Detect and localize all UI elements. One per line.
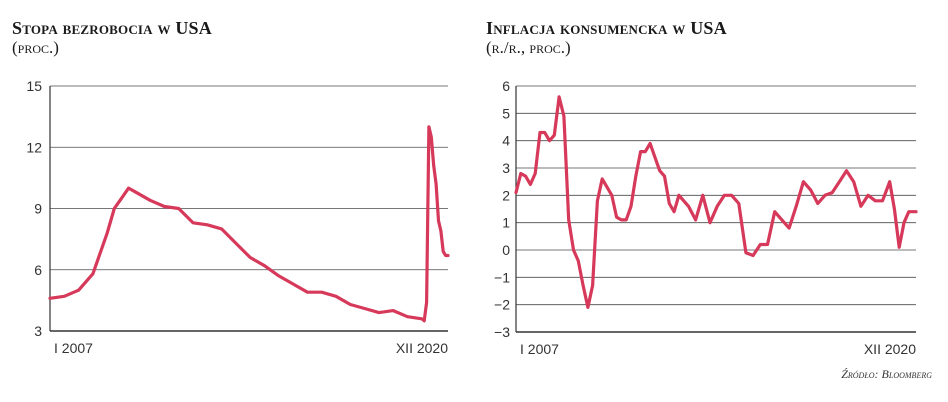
y-tick-label: −2 (494, 297, 510, 313)
unemployment-chart-panel: Stopa bezrobocia w USA (proc.) 3 6 9 12 15 I … (0, 0, 470, 370)
y-tick-label: 5 (502, 105, 510, 121)
y-tick-label: 12 (26, 139, 42, 155)
source-note: Źródło: Bloomberg (841, 367, 932, 381)
y-tick-label: 0 (502, 242, 510, 258)
chart-subtitle: (proc.) (12, 38, 59, 57)
x-tick-label: XII 2020 (396, 340, 448, 356)
y-tick-label: 4 (502, 133, 510, 149)
chart-subtitle: (r./r., proc.) (486, 38, 571, 57)
x-tick-label: I 2007 (520, 341, 559, 357)
x-tick-label: XII 2020 (864, 341, 916, 357)
y-tick-label: 3 (34, 323, 42, 339)
y-tick-label: 6 (34, 262, 42, 278)
y-tick-label: −3 (494, 324, 510, 340)
y-tick-label: 1 (502, 215, 510, 231)
y-tick-label: −1 (494, 269, 510, 285)
series-line (514, 95, 918, 309)
series-line (48, 125, 450, 323)
y-tick-label: 9 (34, 201, 42, 217)
y-tick-label: 15 (26, 78, 42, 94)
unemployment-line-chart: 3 6 9 12 15 I 2007 XII 2020 (26, 78, 450, 356)
y-tick-label: 6 (502, 78, 510, 94)
chart-title: Stopa bezrobocia w USA (12, 18, 212, 38)
inflation-line-chart: −3 −2 −1 0 1 2 3 4 5 6 I 2007 XII 2020 (494, 78, 918, 357)
y-tick-label: 2 (502, 187, 510, 203)
chart-title: Inflacja konsumencka w USA (486, 18, 727, 38)
y-tick-label: 3 (502, 160, 510, 176)
inflation-chart-panel: Inflacja konsumencka w USA (r./r., proc.… (470, 0, 948, 370)
x-tick-label: I 2007 (54, 340, 93, 356)
